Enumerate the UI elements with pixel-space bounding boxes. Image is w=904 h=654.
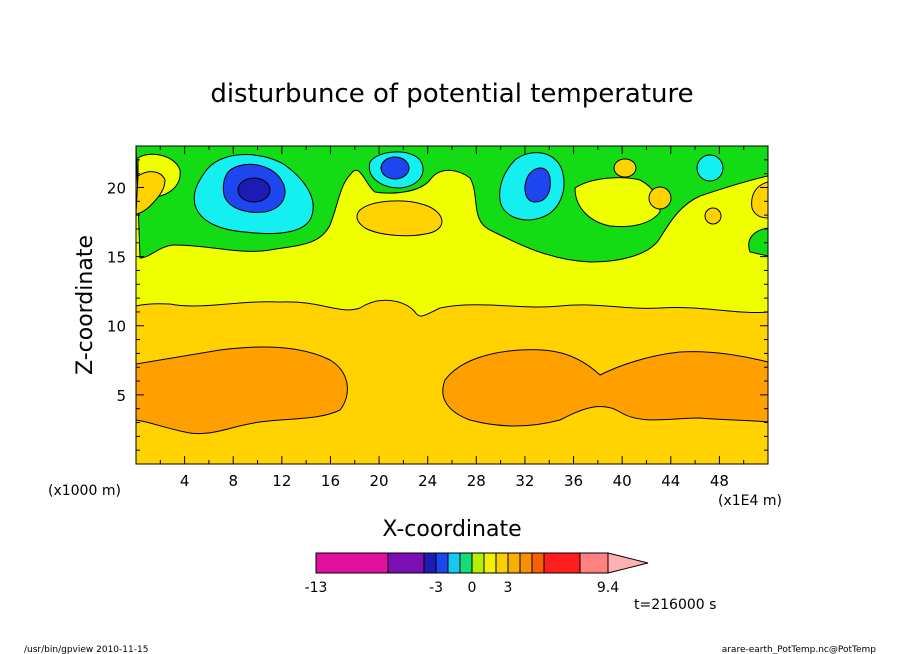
- x-tick-label: 32: [515, 472, 534, 490]
- contour-level-light-orange: [136, 171, 166, 215]
- x-axis-label: X-coordinate: [382, 517, 521, 542]
- colorbar-swatch: [543, 552, 581, 574]
- footer-right: arare-earth_PotTemp.nc@PotTemp: [722, 645, 877, 654]
- x-tick-label: 20: [370, 472, 389, 490]
- x-tick-label: 36: [564, 472, 583, 490]
- contour-level-light-orange: [648, 186, 672, 210]
- contour-level-cyan: [696, 154, 724, 182]
- colorbar-swatch: [519, 552, 533, 574]
- x-tick-label: 28: [467, 472, 486, 490]
- x-tick-label: 24: [418, 472, 437, 490]
- time-label: t=216000 s: [634, 597, 716, 613]
- x-unit-label: (x1000 m): [48, 483, 121, 499]
- colorbar-swatch: [435, 552, 449, 574]
- contour-field: [136, 146, 768, 464]
- y-tick-label: 20: [107, 179, 126, 197]
- contour-level-light-orange: [613, 158, 637, 178]
- contour-level-yellow: [574, 177, 661, 228]
- contour-level-light-orange: [751, 181, 768, 219]
- colorbar: -13 -3 0 3 9.4: [305, 552, 649, 596]
- colorbar-swatch: [531, 552, 545, 574]
- colorbar-extend-arrow: [607, 552, 649, 574]
- colorbar-swatch: [483, 552, 497, 574]
- x-tick-label: 4: [180, 472, 190, 490]
- contour-level-blue: [524, 167, 551, 203]
- colorbar-label: -13: [305, 580, 328, 596]
- x-tick-label: 48: [710, 472, 729, 490]
- colorbar-swatch: [387, 552, 425, 574]
- colorbar-label: 0: [468, 580, 477, 596]
- contour-level-light-orange: [356, 200, 443, 237]
- colorbar-label: -3: [429, 580, 443, 596]
- colorbar-swatch: [459, 552, 473, 574]
- y-ticks: 5 10 15 20: [107, 159, 768, 451]
- x-tick-label: 16: [321, 472, 340, 490]
- colorbar-swatch: [447, 552, 461, 574]
- x-tick-label: 40: [613, 472, 632, 490]
- contour-level-orange: [442, 349, 768, 427]
- y-unit-label: (x1E4 m): [718, 493, 782, 509]
- y-tick-label: 15: [107, 249, 126, 267]
- colorbar-label: 3: [504, 580, 513, 596]
- colorbar-swatch: [423, 552, 437, 574]
- footer-left: /usr/bin/gpview 2010-11-15: [24, 645, 148, 654]
- contour-level-light-orange: [704, 207, 722, 225]
- y-tick-label: 10: [107, 318, 126, 336]
- x-tick-label: 44: [661, 472, 680, 490]
- colorbar-label: 9.4: [597, 580, 619, 596]
- x-ticks: 4 8 12 16 20 24 28 32 36 40 44 48: [159, 146, 745, 490]
- colorbar-swatch: [495, 552, 509, 574]
- colorbar-swatch: [579, 552, 609, 574]
- contour-level-deep-blue: [237, 177, 271, 203]
- y-tick-label: 5: [116, 387, 126, 405]
- chart-title: disturbunce of potential temperature: [210, 79, 693, 109]
- colorbar-swatch: [471, 552, 485, 574]
- contour-level-orange: [136, 346, 348, 435]
- contour-level-blue: [380, 156, 410, 180]
- colorbar-swatch: [315, 552, 389, 574]
- colorbar-swatch: [507, 552, 521, 574]
- x-tick-label: 8: [228, 472, 238, 490]
- y-axis-label: Z-coordinate: [73, 235, 98, 375]
- x-tick-label: 12: [272, 472, 291, 490]
